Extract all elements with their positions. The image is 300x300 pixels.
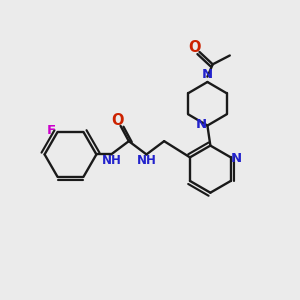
Text: NH: NH xyxy=(137,154,157,167)
Text: O: O xyxy=(188,40,200,55)
Text: N: N xyxy=(231,152,242,165)
Text: N: N xyxy=(202,68,213,80)
Text: O: O xyxy=(111,113,123,128)
Text: F: F xyxy=(46,124,56,137)
Text: N: N xyxy=(195,118,206,131)
Text: NH: NH xyxy=(102,154,122,167)
